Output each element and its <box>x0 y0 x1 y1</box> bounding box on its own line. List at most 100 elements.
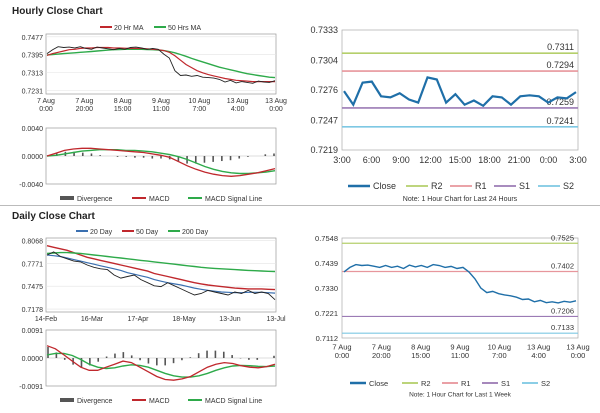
legend-label: 20 Hr MA <box>114 25 144 32</box>
y-tick-label: -0.0091 <box>19 384 43 391</box>
plot-frame <box>341 237 579 339</box>
section-divider <box>0 205 600 206</box>
series-line-ma50 <box>46 245 276 291</box>
y-tick-label: 0.7221 <box>315 309 338 318</box>
x-tick-label: 10 Aug <box>488 343 511 352</box>
legend-label: S2 <box>541 379 550 388</box>
x-tick-label: 10 Aug <box>188 98 210 105</box>
legend-label: R1 <box>475 181 487 191</box>
x-tick-label: 9 Aug <box>450 343 469 352</box>
x-tick-label: 7:00 <box>492 351 507 360</box>
y-tick-label: 0.7548 <box>315 234 338 243</box>
x-tick-label: 7 Aug <box>332 343 351 352</box>
x-tick-label: 15:00 <box>114 106 132 113</box>
legend-label: S1 <box>519 181 530 191</box>
legend-label: MACD <box>149 196 170 203</box>
hourly-macd-chart: 0.0040 0.0000 -0.0040 Divergence MACD MACD Si… <box>19 126 277 203</box>
x-tick-label: 18-May <box>172 316 196 323</box>
y-tick-label: 0.7219 <box>310 145 338 155</box>
legend-label: 20 Day <box>90 229 113 236</box>
pivot-level-label: 0.7525 <box>551 233 574 242</box>
y-tick-label: 0.7475 <box>22 284 44 291</box>
y-tick-label: 0.7304 <box>310 56 338 66</box>
daily-pivot-chart: 0.7548 0.7439 0.7330 0.7221 0.7112 0.7525 0.74… <box>315 233 590 399</box>
pivot-level-label: 0.7402 <box>551 261 574 270</box>
y-tick-label: 0.0040 <box>22 126 44 133</box>
x-tick-label: 4:00 <box>531 351 546 360</box>
x-tick-label: 20:00 <box>372 351 391 360</box>
x-tick-label: 20:00 <box>76 106 94 113</box>
signal-line <box>46 149 276 175</box>
legend-label: Divergence <box>77 196 113 203</box>
hourly-section-title: Hourly Close Chart <box>12 6 103 17</box>
daily-macd-chart: 0.0091 0.0000 -0.0091 Divergence MACD MACD Si… <box>19 328 277 405</box>
y-tick-label: 0.7178 <box>22 307 44 314</box>
signal-line <box>46 352 276 378</box>
pivot-level-label: 0.7133 <box>551 323 574 332</box>
x-tick-label: 13 Aug <box>265 98 287 105</box>
x-tick-label: 13-Jun <box>219 316 241 323</box>
hourly-pivot-chart: 0.7333 0.7304 0.7276 0.7247 0.7219 0.7311 0.72… <box>310 25 586 203</box>
x-tick-label: 16-Mar <box>81 316 104 323</box>
y-tick-label: 0.7330 <box>315 284 338 293</box>
y-tick-label: 0.7112 <box>316 334 338 343</box>
x-tick-label: 0:00 <box>335 351 350 360</box>
pivot-level-label: 0.7259 <box>546 97 574 107</box>
legend-label: MACD Signal Line <box>205 196 262 203</box>
y-tick-label: 0.7395 <box>22 53 44 60</box>
y-tick-label: 0.7771 <box>22 261 44 268</box>
x-tick-label: 15:00 <box>449 155 472 165</box>
legend-label: Close <box>373 181 396 191</box>
legend-label: S1 <box>501 379 510 388</box>
close-line <box>343 263 577 304</box>
x-tick-label: 0:00 <box>571 351 586 360</box>
series-line-ma200 <box>46 251 276 273</box>
x-tick-label: 9 Aug <box>152 98 170 105</box>
y-tick-label: 0.8068 <box>22 238 44 245</box>
x-tick-label: 8 Aug <box>114 98 132 105</box>
x-tick-label: 13-Jul <box>266 316 286 323</box>
plot-frame <box>45 33 277 95</box>
legend-label: 200 Day <box>182 229 209 236</box>
y-tick-label: 0.7313 <box>22 71 44 78</box>
x-tick-label: 7 Aug <box>75 98 93 105</box>
x-tick-label: 13 Aug <box>527 343 550 352</box>
y-tick-label: 0.7477 <box>22 35 44 42</box>
x-tick-label: 15:00 <box>411 351 430 360</box>
y-tick-label: 0.0091 <box>22 328 44 335</box>
y-tick-label: 0.7247 <box>310 116 338 126</box>
pivot-level-label: 0.7241 <box>546 116 574 126</box>
y-tick-label: 0.0000 <box>22 154 44 161</box>
x-tick-label: 4:00 <box>231 106 245 113</box>
daily-price-chart: 0.8068 0.7771 0.7475 0.7178 14-Feb 16-Mar 17-A… <box>22 229 286 323</box>
y-tick-label: 0.0000 <box>22 356 44 363</box>
x-tick-label: 0:00 <box>269 106 283 113</box>
y-tick-label: 0.7276 <box>310 85 338 95</box>
x-tick-label: 0:00 <box>540 155 558 165</box>
legend-label: S2 <box>563 181 574 191</box>
x-tick-label: 0:00 <box>39 106 53 113</box>
close-line <box>343 76 577 108</box>
x-tick-label: 14-Feb <box>35 316 57 323</box>
x-tick-label: 3:00 <box>333 155 351 165</box>
y-tick-label: 0.7333 <box>310 25 338 35</box>
series-line-close <box>46 251 276 301</box>
x-tick-label: 18:00 <box>478 155 501 165</box>
pivot-level-label: 0.7294 <box>546 60 574 70</box>
y-tick-label: -0.0040 <box>19 182 43 189</box>
legend-label: MACD Signal Line <box>205 398 262 405</box>
y-tick-label: 0.7439 <box>315 259 338 268</box>
x-tick-label: 11:00 <box>153 106 170 113</box>
x-tick-label: 7 Aug <box>37 98 55 105</box>
legend-label: Close <box>369 379 388 388</box>
legend-label: R1 <box>461 379 471 388</box>
chart-note: Note: 1 Hour Chart for Last 1 Week <box>409 392 512 399</box>
macd-line <box>46 345 276 381</box>
x-tick-label: 9:00 <box>392 155 410 165</box>
chart-note: Note: 1 Hour Chart for Last 24 Hours <box>403 196 518 203</box>
legend-label: Divergence <box>77 398 113 405</box>
y-tick-label: 0.7231 <box>22 89 44 96</box>
daily-section-title: Daily Close Chart <box>12 211 95 222</box>
x-tick-label: 11:00 <box>451 351 469 360</box>
